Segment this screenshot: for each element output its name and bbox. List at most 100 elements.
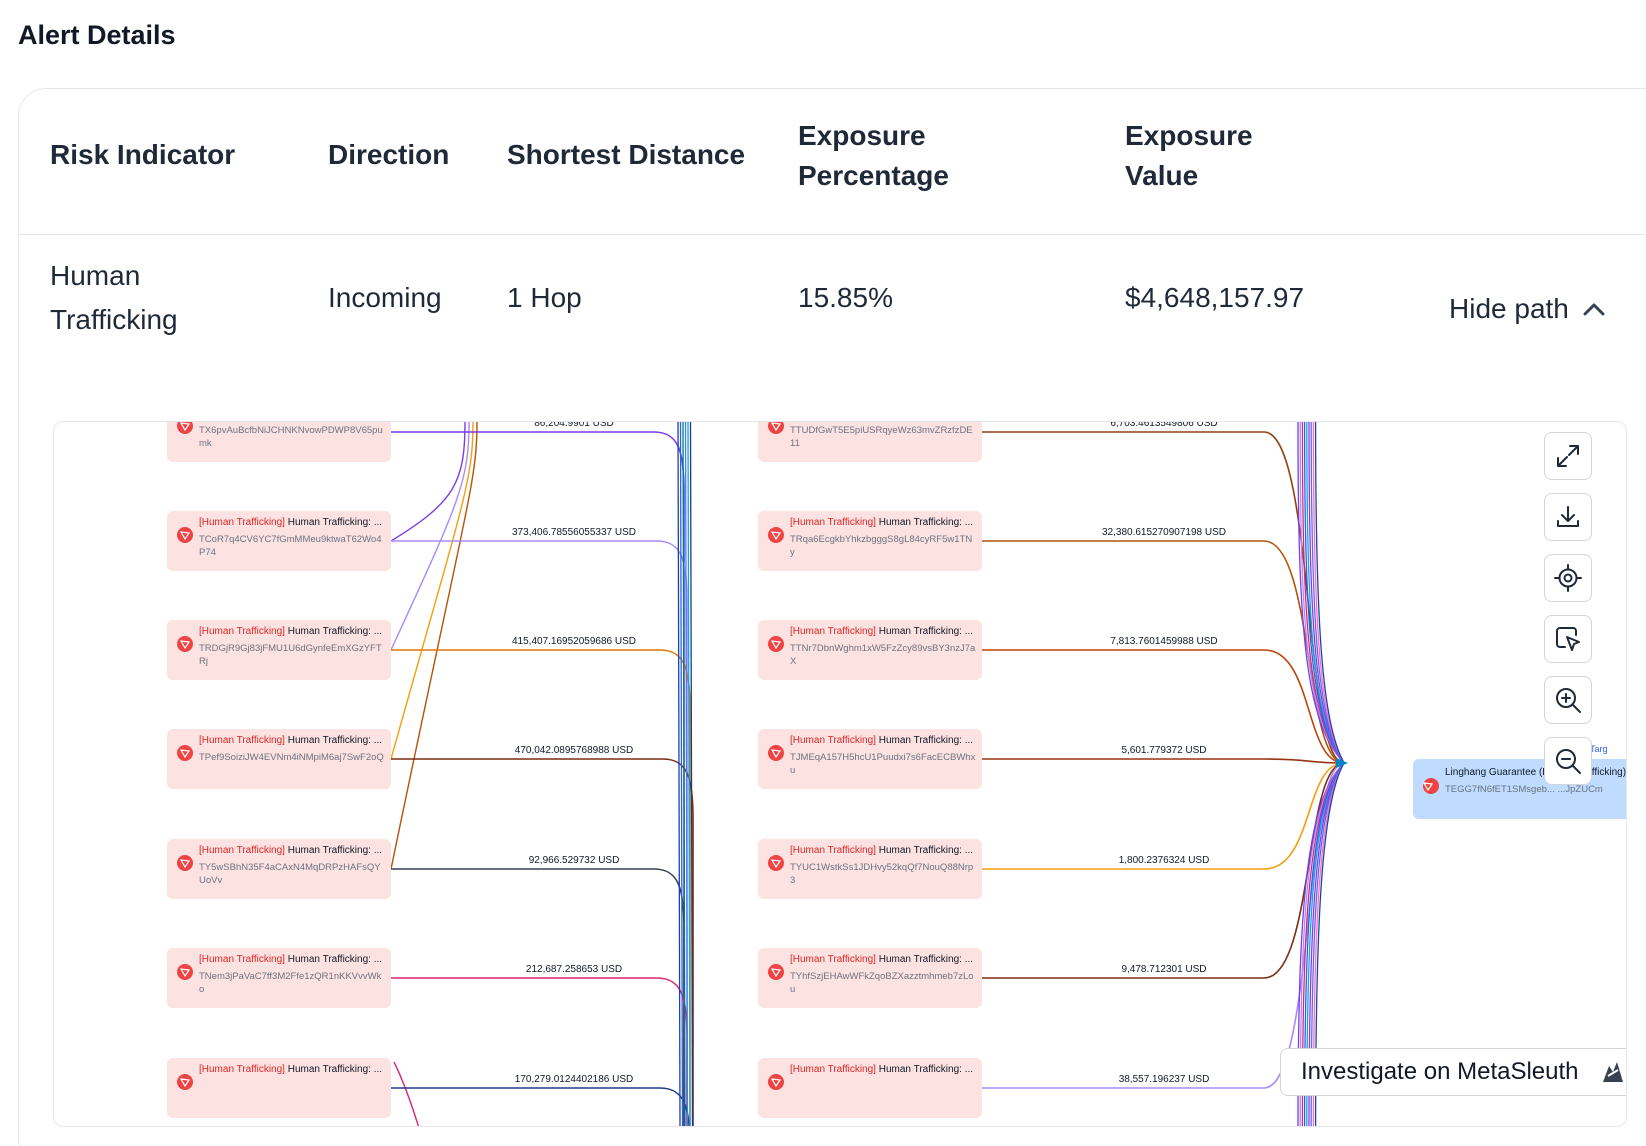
select-button[interactable] <box>1544 615 1592 663</box>
node-title: [Human Trafficking] Human Trafficking: .… <box>790 954 973 965</box>
edge-amount-label: 9,478.712301 USD <box>1121 964 1207 975</box>
right-source-node[interactable]: [Human Trafficking] Human Trafficking: .… <box>758 948 982 1008</box>
right-source-node[interactable]: [Human Trafficking] Human Trafficking: .… <box>758 839 982 899</box>
node-address: TJMEqA157H5hcU1Puudxi7s6FacECBWhxu <box>790 752 976 776</box>
node-address: TNem3jPaVaC7ff3M2Ffe1zQR1nKKVvvWko <box>199 971 382 995</box>
investigate-metasleuth-button[interactable]: Investigate on MetaSleuth <box>1280 1048 1626 1096</box>
fund-flow-graph[interactable]: [Human Trafficking] Human Trafficking: .… <box>53 421 1627 1127</box>
target-node-title: Linghang Guarantee (Human Trafficking) <box>1445 767 1627 778</box>
right-source-node[interactable]: [Human Trafficking] Human Trafficking: .… <box>758 511 982 571</box>
flow-edge <box>982 540 1345 764</box>
tron-icon <box>768 527 784 543</box>
right-source-node[interactable]: [Human Trafficking] Human Trafficking: .… <box>758 1058 982 1118</box>
hide-path-button[interactable]: Hide path <box>1449 293 1605 325</box>
flow-edge <box>390 422 474 760</box>
flow-edge <box>689 422 694 1126</box>
node-label: Human Trafficking: ... <box>284 954 383 965</box>
table-header: Risk Indicator Direction Shortest Distan… <box>19 89 1646 235</box>
node-risk-tag: [Human Trafficking] <box>790 845 876 856</box>
tron-icon <box>177 636 193 652</box>
header-shortest-distance: Shortest Distance <box>507 139 746 170</box>
tron-icon <box>1422 778 1439 794</box>
node-risk-tag: [Human Trafficking] <box>790 626 876 637</box>
left-source-node[interactable]: [Human Trafficking] Human Trafficking: .… <box>167 839 391 899</box>
header-risk-indicator: Risk Indicator <box>50 139 236 170</box>
node-address: TTUDfGwT5E5piUSRqyeWz63mvZRzfzDE11 <box>790 425 973 449</box>
left-source-node[interactable]: [Human Trafficking] Human Trafficking: .… <box>167 948 391 1008</box>
locate-button[interactable] <box>1544 554 1592 602</box>
node-address: TRqa6EcgkbYhkzbgggS8gL84cyRF5w1TNy <box>790 534 973 558</box>
tron-icon <box>177 964 193 980</box>
flow-edge <box>682 422 686 1126</box>
node-label: Human Trafficking: ... <box>875 735 974 746</box>
flow-edge <box>391 1087 691 1126</box>
tron-icon <box>768 855 784 871</box>
target-node[interactable]: Linghang Guarantee (Human Trafficking) T… <box>1413 759 1627 819</box>
node-address: TRDGjR9Gj83jFMU1U6dGynfeEmXGzYFTRj <box>199 643 382 667</box>
flow-edge <box>393 1061 420 1126</box>
edge-amount-label: 32,380.615270907198 USD <box>1102 527 1226 538</box>
flow-edge <box>982 649 1345 764</box>
edge-amount-label: 1,800.2376324 USD <box>1118 855 1210 866</box>
node-address: TCoR7q4CV6YC7fGmMMeu9ktwaT62Wo4P74 <box>199 534 382 558</box>
zoom-out-button[interactable] <box>1544 737 1592 785</box>
metasleuth-logo-icon <box>1602 1062 1623 1082</box>
hide-path-label: Hide path <box>1449 293 1569 324</box>
tron-icon <box>177 745 193 761</box>
target-tag: Targ <box>1590 744 1608 754</box>
flow-edge <box>391 649 691 1126</box>
edge-amount-label: 6,703.4613549806 USD <box>1110 421 1218 429</box>
flow-edge <box>982 762 1345 979</box>
flow-edge <box>687 422 691 1126</box>
target-node-address: TEGG7fN6fET1SMsgeb... ...JpZUCm <box>1445 784 1603 795</box>
flow-edge <box>1303 422 1345 764</box>
header-exposure-value: Exposure Value <box>1125 120 1253 191</box>
left-source-node[interactable]: [Human Trafficking] Human Trafficking: .… <box>167 620 391 680</box>
node-address: TPef9SoiziJW4EVNm4iNMpiM6aj7SwF2oQ <box>199 752 384 763</box>
node-title: [Human Trafficking] Human Trafficking: .… <box>790 517 973 528</box>
node-address: TYhfSzjEHAwWFkZqoBZXazztmhmeb7zLou <box>790 971 974 995</box>
flow-edge <box>1310 422 1345 764</box>
tron-icon <box>177 422 193 434</box>
locate-icon <box>1554 564 1582 592</box>
edge-amount-label: 170,279.0124402186 USD <box>514 1074 634 1085</box>
left-source-node[interactable]: [Human Trafficking] Human Trafficking: .… <box>167 1058 391 1118</box>
right-source-node[interactable]: [Human Trafficking] Human Trafficking: .… <box>758 729 982 789</box>
node-address: TY5wSBhN35F4aCAxN4MqDRPzHAFsQYUoVv <box>199 862 381 886</box>
zoom-in-button[interactable] <box>1544 676 1592 724</box>
node-title: [Human Trafficking] Human Trafficking: .… <box>790 845 973 856</box>
flow-edge <box>390 422 478 870</box>
flow-edge <box>982 758 1345 764</box>
node-title: [Human Trafficking] Human Trafficking: .… <box>199 1064 382 1075</box>
flow-edge <box>677 422 681 1126</box>
node-risk-tag: [Human Trafficking] <box>790 954 876 965</box>
node-title: [Human Trafficking] Human Trafficking: .… <box>790 626 973 637</box>
node-risk-tag: [Human Trafficking] <box>199 735 285 746</box>
tron-icon <box>768 745 784 761</box>
arrowhead-icon <box>1336 758 1348 768</box>
tron-icon <box>177 527 193 543</box>
tron-icon <box>177 855 193 871</box>
edge-amount-label: 92,966.529732 USD <box>528 855 620 866</box>
header-exposure-percentage: Exposure Percentage <box>798 120 949 191</box>
left-source-node[interactable]: [Human Trafficking] Human Trafficking: .… <box>167 511 391 571</box>
investigate-label: Investigate on MetaSleuth <box>1301 1058 1579 1085</box>
node-risk-tag: [Human Trafficking] <box>199 1064 285 1075</box>
node-risk-tag: [Human Trafficking] <box>790 735 876 746</box>
cell-exposure-percentage: 15.85% <box>798 282 893 313</box>
node-title: [Human Trafficking] Human Trafficking: .… <box>199 845 382 856</box>
node-title: [Human Trafficking] Human Trafficking: .… <box>199 954 382 965</box>
edge-amount-label: 7,813.7601459988 USD <box>1110 636 1218 647</box>
edge-amount-label: 38,557.196237 USD <box>1118 1074 1210 1085</box>
node-risk-tag: [Human Trafficking] <box>790 1064 876 1075</box>
fullscreen-button[interactable] <box>1544 432 1592 480</box>
right-source-node[interactable]: [Human Trafficking] Human Trafficking: .… <box>758 422 982 462</box>
node-risk-tag: [Human Trafficking] <box>199 517 285 528</box>
left-source-node[interactable]: [Human Trafficking] Human Trafficking: .… <box>167 422 391 462</box>
flow-edge <box>1301 422 1345 764</box>
chevron-up-icon <box>1583 303 1605 316</box>
download-button[interactable] <box>1544 493 1592 541</box>
right-source-node[interactable]: [Human Trafficking] Human Trafficking: .… <box>758 620 982 680</box>
flow-edge <box>1314 422 1345 764</box>
left-source-node[interactable]: [Human Trafficking] Human Trafficking: .… <box>167 729 391 789</box>
